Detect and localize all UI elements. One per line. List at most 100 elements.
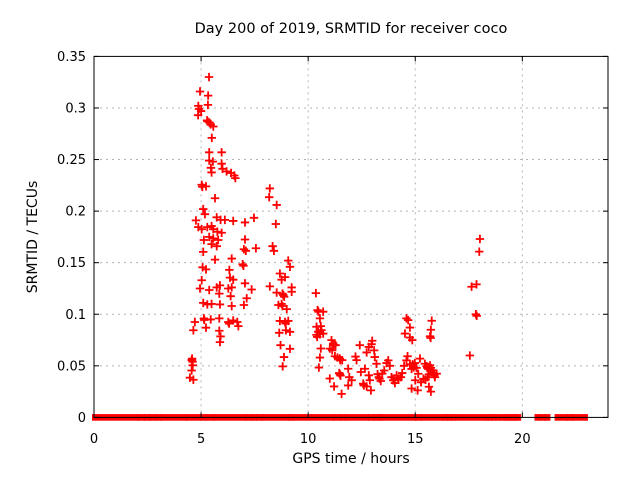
scatter-point — [205, 285, 214, 295]
scatter-point — [209, 234, 218, 243]
scatter-point — [233, 317, 242, 327]
y-axis-label: SRMTID / TECUs — [25, 181, 41, 294]
scatter-point — [196, 106, 206, 116]
scatter-point — [222, 167, 231, 176]
scatter-point — [215, 326, 224, 335]
scatter-point — [265, 282, 275, 291]
scatter-point — [384, 356, 393, 365]
scatter-point — [207, 133, 216, 143]
y-tick-label: 0.05 — [57, 359, 86, 374]
y-tick-label: 0.1 — [65, 308, 86, 323]
scatter-point — [408, 335, 417, 345]
scatter-point — [337, 389, 346, 399]
scatter-point — [213, 227, 222, 236]
scatter-point — [189, 375, 198, 384]
scatter-point — [279, 352, 289, 362]
scatter-point — [362, 348, 371, 357]
scatter-point — [344, 364, 353, 373]
scatter-point — [212, 241, 221, 251]
scatter-point — [264, 192, 274, 202]
scatter-point — [376, 376, 385, 386]
scatter-point — [403, 315, 413, 325]
scatter-point — [197, 224, 206, 234]
scatter-point — [472, 280, 481, 289]
scatter-point — [216, 332, 225, 341]
scatter-point — [215, 314, 224, 323]
scatter-point — [195, 87, 205, 96]
scatter-point — [318, 329, 328, 338]
scatter-point — [268, 241, 277, 251]
scatter-point — [191, 216, 201, 225]
scatter-point — [227, 301, 236, 311]
scatter-point — [203, 100, 213, 110]
scatter-point — [187, 366, 196, 375]
scatter-point — [239, 261, 248, 270]
scatter-point — [424, 382, 434, 391]
scatter-point — [368, 336, 377, 345]
scatter-point — [203, 91, 213, 100]
scatter-point — [220, 215, 230, 225]
y-tick-label: 0.15 — [57, 256, 86, 271]
scatter-point — [385, 361, 394, 371]
x-tick-label: 5 — [197, 432, 205, 447]
scatter-point — [188, 361, 197, 370]
scatter-point — [364, 371, 373, 380]
scatter-point — [199, 204, 208, 214]
scatter-point — [370, 352, 379, 362]
scatter-point — [208, 157, 218, 166]
scatter-point — [225, 265, 234, 275]
scatter-point — [226, 292, 235, 301]
scatter-point — [325, 374, 334, 383]
scatter-point — [195, 284, 205, 293]
scatter-point — [415, 354, 425, 363]
scatter-point — [465, 351, 475, 360]
scatter-point — [215, 281, 225, 290]
grid-lines — [94, 56, 608, 418]
scatter-point — [205, 232, 214, 242]
scatter-point — [229, 316, 238, 325]
scatter-point — [327, 346, 337, 355]
scatter-point — [240, 235, 250, 244]
scatter-point — [344, 381, 353, 390]
scatter-point — [241, 246, 251, 256]
scatter-point — [315, 353, 325, 362]
scatter-point — [215, 300, 225, 309]
scatter-point — [231, 173, 240, 183]
scatter-point — [189, 326, 198, 335]
scatter-point — [227, 283, 236, 292]
plot-border — [93, 55, 609, 418]
scatter-point — [281, 326, 291, 335]
scatter-point — [280, 272, 290, 282]
scatter-point — [410, 358, 420, 368]
scatter-point — [287, 287, 296, 296]
x-tick-label: 10 — [300, 432, 317, 447]
scatter-point — [229, 216, 238, 226]
scatter-point — [366, 386, 376, 395]
scatter-point — [240, 218, 250, 227]
scatter-point — [402, 314, 411, 323]
scatter-point — [206, 315, 215, 324]
scatter-point — [201, 182, 211, 191]
scatter-point — [240, 279, 250, 288]
scatter-point — [282, 304, 291, 314]
scatter-point — [411, 376, 420, 385]
scatter-point — [217, 228, 226, 237]
scatter-point — [265, 184, 275, 193]
scatter-point — [475, 247, 484, 256]
scatter-point — [362, 382, 371, 391]
scatter-point — [285, 262, 295, 272]
scatter-point — [403, 352, 412, 361]
scatter-point — [347, 376, 356, 385]
scatter-point — [427, 316, 436, 325]
scatter-point — [365, 376, 375, 385]
y-tick-label: 0.25 — [57, 153, 86, 168]
scatter-point — [467, 282, 476, 291]
scatter-point — [397, 368, 407, 378]
y-tick-label: 0.3 — [65, 101, 86, 116]
scatter-point — [209, 122, 218, 131]
scatter-point — [205, 148, 214, 157]
scatter-point — [379, 366, 389, 375]
scatter-points — [185, 72, 485, 399]
scatter-point — [284, 316, 293, 326]
